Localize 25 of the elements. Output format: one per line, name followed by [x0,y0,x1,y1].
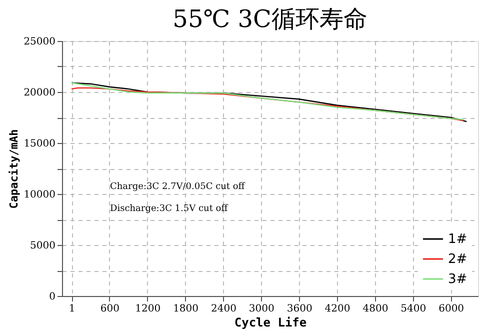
x-tick-label: 600 [100,304,120,314]
annotation: Charge:3C 2.7V/0.05C cut off [110,182,246,192]
y-tick-label: 25000 [24,36,56,48]
x-tick-label: 2400 [210,304,236,314]
x-tick-label: 6000 [438,304,464,314]
y-axis-title: Capacity/mAh [8,129,21,209]
x-tick-label: 3000 [248,304,274,314]
x-tick-label: 3600 [286,304,312,314]
x-tick-label: 1200 [135,304,161,314]
y-tick-label: 0 [49,292,56,302]
annotation: Discharge:3C 1.5V cut off [110,204,228,214]
y-tick-label: 15000 [24,138,56,150]
legend-label: 1# [448,232,468,247]
x-tick-label: 4800 [362,304,388,314]
chart-title: 55℃ 3C循环寿命 [172,5,368,33]
legend-label: 2# [448,252,468,267]
x-axis-title: Cycle Life [234,316,307,330]
y-tick-label: 5000 [30,240,56,252]
y-tick-label: 20000 [24,88,56,98]
y-tick-label: 10000 [24,190,56,200]
x-tick-label: 1800 [173,304,199,314]
legend-label: 3# [448,272,468,287]
x-tick-label: 4200 [324,304,350,314]
x-tick-label: 5400 [400,304,426,314]
x-tick-label: 1 [68,304,76,314]
